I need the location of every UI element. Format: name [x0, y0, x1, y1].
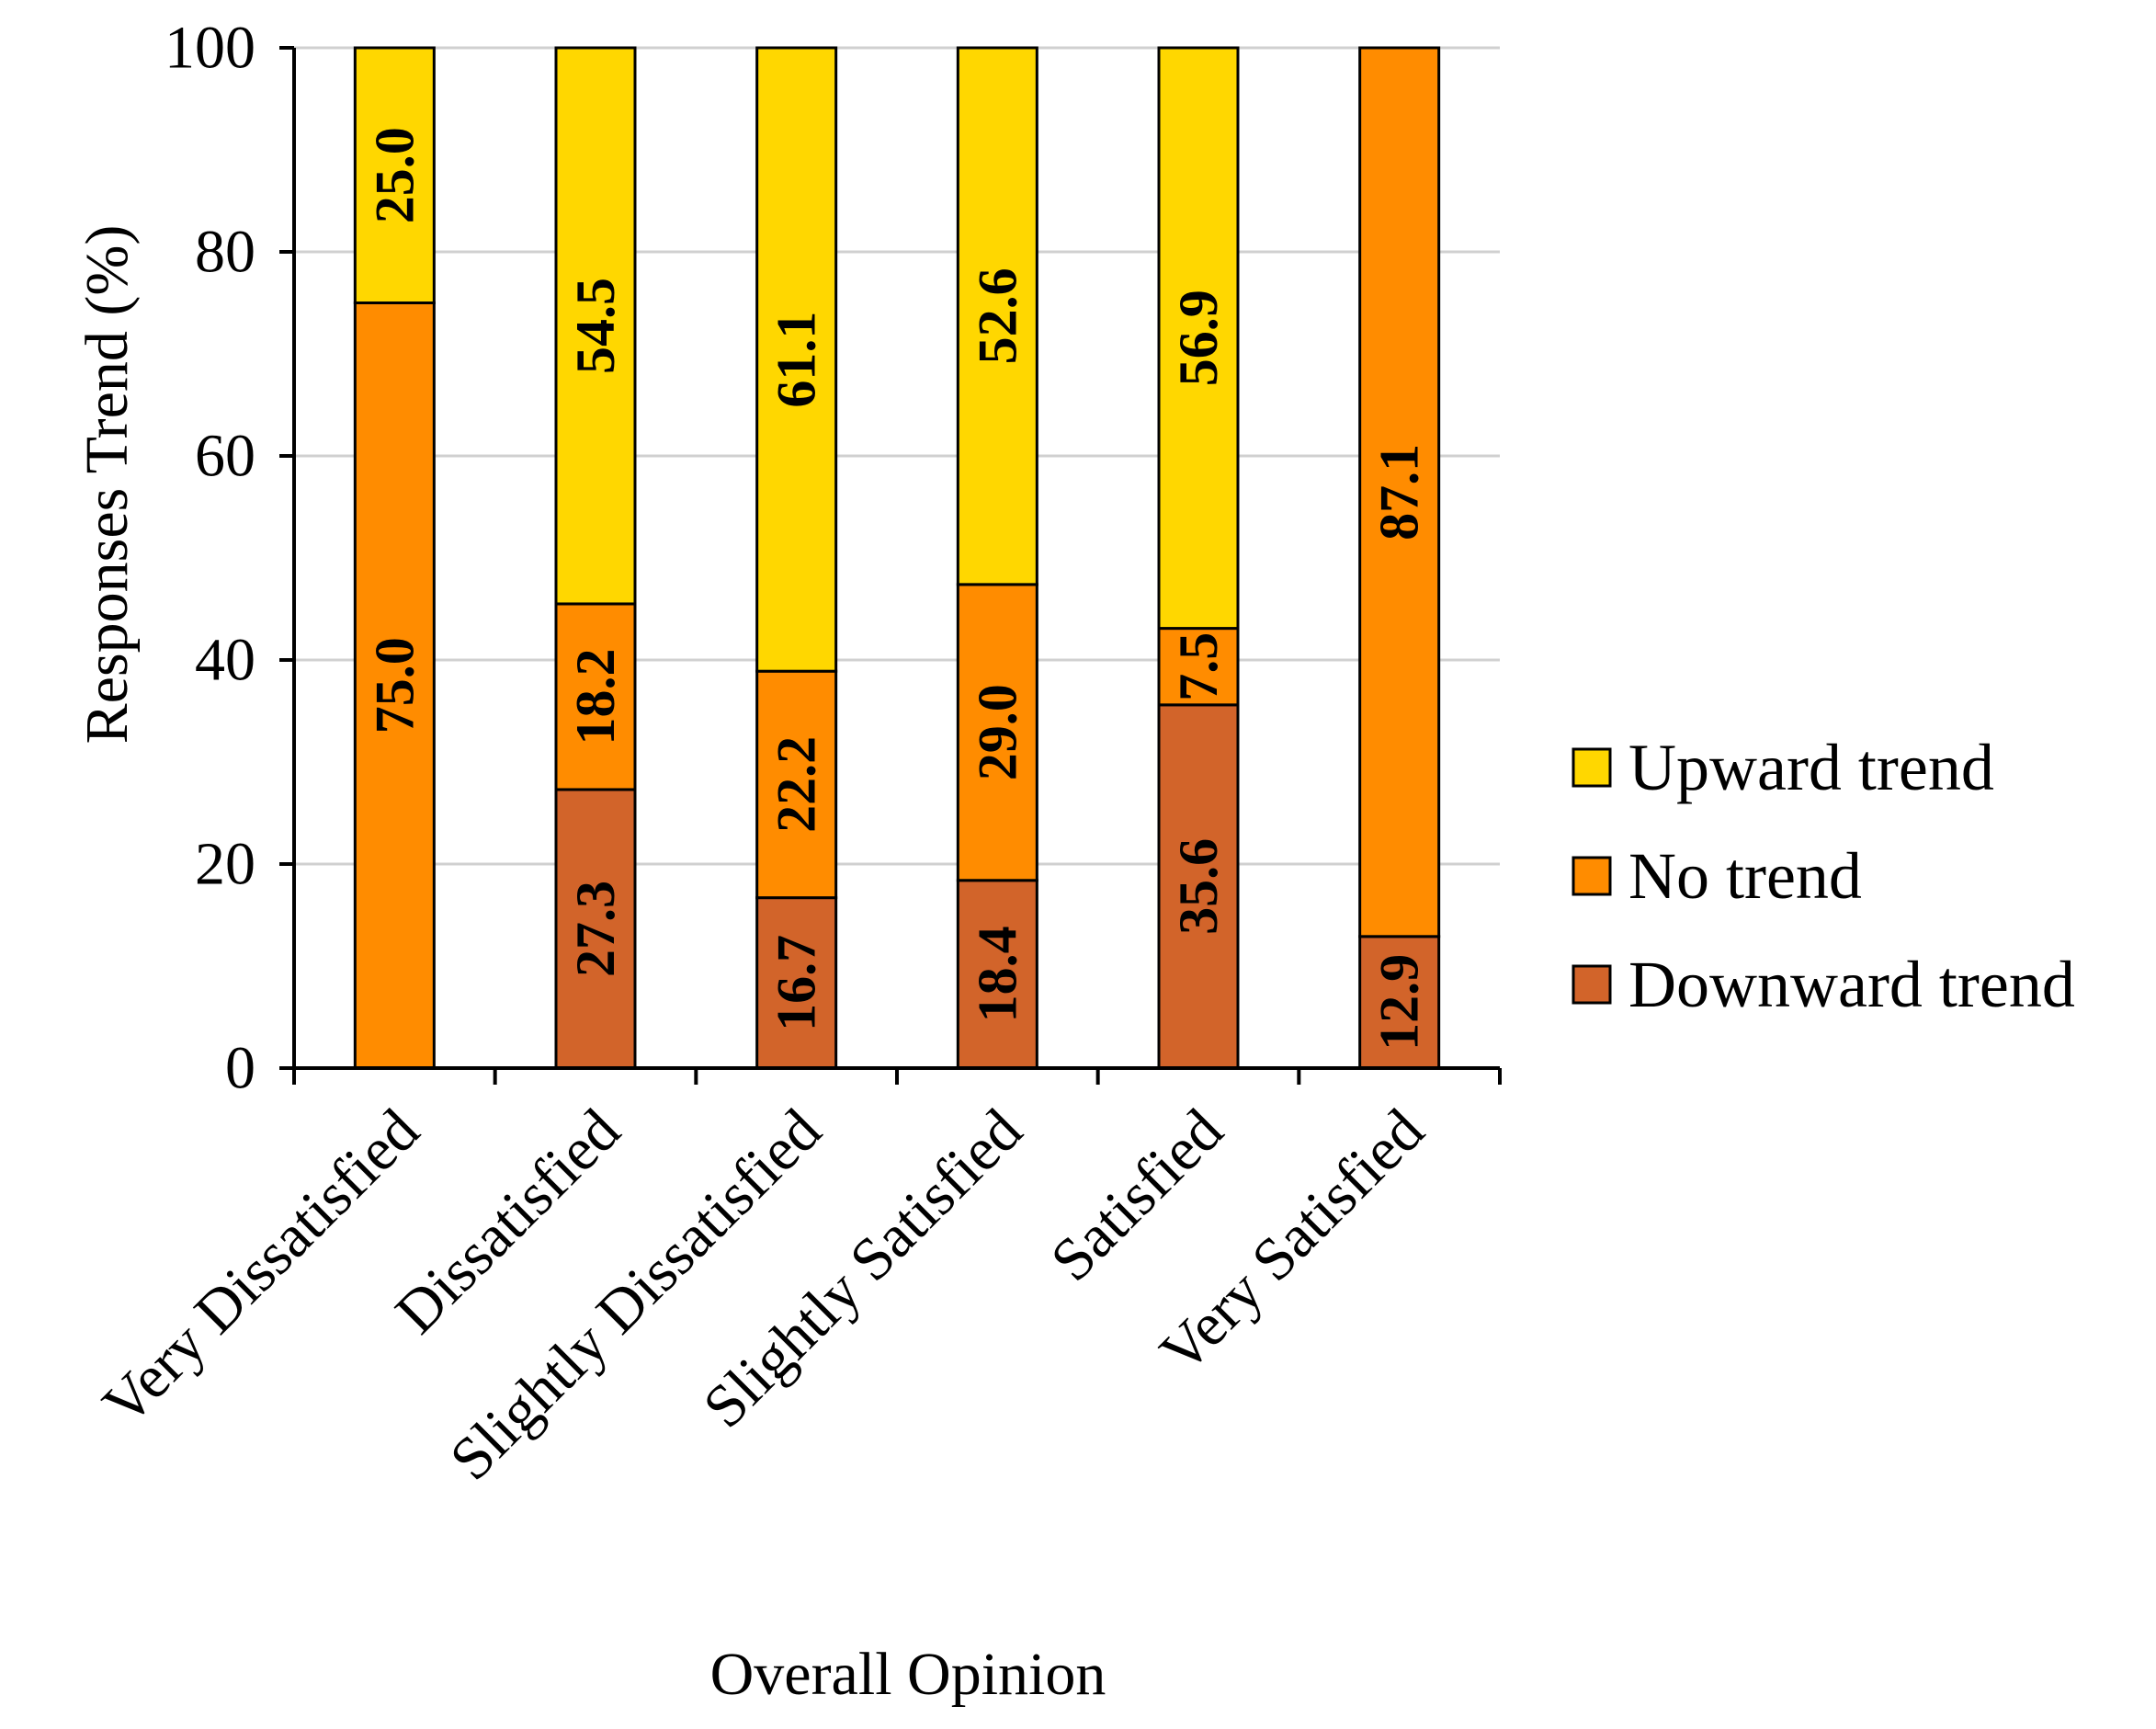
- segment-labels: 75.0 25.0 27.3 18.2 54.5 16.7 22.2 61.1 18.4 29.0…: [364, 127, 1429, 1051]
- bar-segment: [353, 301, 436, 1070]
- segment-label: 18.2: [565, 648, 626, 745]
- y-tick-label: 0: [225, 1035, 255, 1102]
- segment-label: 87.1: [1369, 444, 1430, 540]
- y-tick-label: 20: [195, 831, 255, 898]
- legend-label: Upward trend: [1628, 731, 1994, 804]
- gridlines: [294, 46, 1500, 866]
- legend-swatch: [1572, 747, 1612, 788]
- segment-label: 25.0: [364, 127, 425, 223]
- category-label: Satisfied: [1038, 1097, 1236, 1294]
- y-axis-title: Responses Trend (%): [74, 225, 141, 745]
- axes: [279, 46, 1502, 1085]
- y-tick-label: 40: [195, 627, 255, 694]
- x-axis-title: Overall Opinion: [710, 1641, 1106, 1708]
- y-tick-label: 60: [195, 423, 255, 490]
- segment-label: 35.6: [1168, 838, 1229, 935]
- bar-segment: [1358, 46, 1441, 938]
- segment-label: 16.7: [766, 935, 827, 1031]
- segment-label: 18.4: [967, 926, 1027, 1022]
- category-label: Slightly Dissatisfied: [437, 1097, 834, 1493]
- bars: [353, 46, 1441, 1070]
- segment-label: 12.9: [1369, 954, 1430, 1051]
- bar-segment: [554, 46, 637, 606]
- segment-label: 22.2: [766, 736, 827, 833]
- bar-segment: [1157, 627, 1240, 707]
- segment-label: 52.6: [967, 267, 1027, 364]
- segment-label: 29.0: [967, 684, 1027, 780]
- bar-segment: [755, 46, 838, 673]
- segment-label: 61.1: [766, 312, 827, 408]
- legend-label: No trend: [1628, 839, 1862, 913]
- category-label: Very Dissatisfied: [90, 1097, 432, 1439]
- y-tick-labels: 0 20 40 60 80 100: [165, 15, 255, 1102]
- legend-swatch: [1572, 964, 1612, 1005]
- bar-segment: [1157, 703, 1240, 1070]
- legend-label: Downward trend: [1628, 948, 2075, 1021]
- legend-swatch: [1572, 856, 1612, 896]
- segment-label: 27.3: [565, 881, 626, 977]
- bar-segment: [353, 46, 436, 304]
- segment-label: 54.5: [565, 278, 626, 374]
- bar-segment: [956, 879, 1038, 1070]
- bar-segment: [1157, 46, 1240, 631]
- bar-segment: [956, 46, 1038, 586]
- bar-segment: [1358, 935, 1441, 1070]
- y-tick-label: 100: [165, 15, 255, 82]
- y-tick-label: 80: [195, 219, 255, 286]
- bar-segment: [956, 583, 1038, 882]
- segment-label: 7.5: [1168, 632, 1229, 701]
- legend: Upward trend No trend Downward trend: [1572, 731, 2075, 1021]
- segment-label: 56.9: [1168, 290, 1229, 386]
- segment-label: 75.0: [364, 637, 425, 734]
